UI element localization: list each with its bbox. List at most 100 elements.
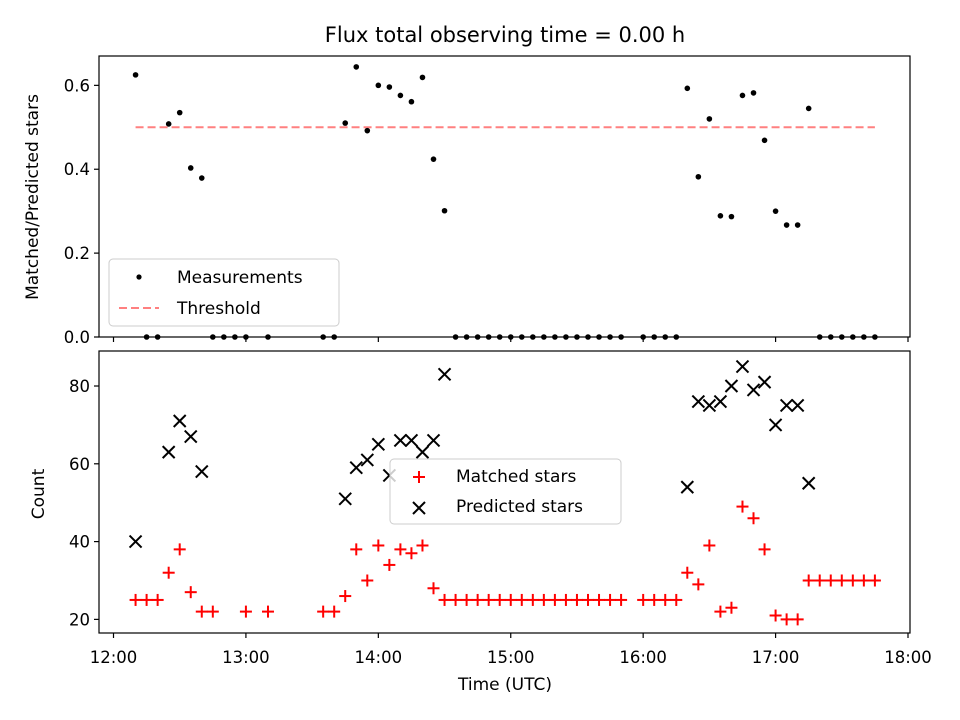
measurement-point	[695, 173, 702, 180]
measurement-point	[805, 105, 812, 112]
measurement-point	[198, 175, 205, 181]
matched-star-point	[659, 593, 672, 606]
measurement-point	[794, 222, 801, 228]
matched-star-point	[604, 593, 617, 606]
matched-star-point	[581, 593, 594, 606]
matched-star-point	[570, 593, 583, 606]
predicted-star-point	[735, 359, 750, 374]
measurement-point	[176, 109, 183, 116]
top-y-tick-label: 0.4	[64, 160, 90, 179]
bottom-x-tick-label: 16:00	[619, 648, 667, 667]
matched-star-point	[548, 593, 561, 606]
matched-star-point	[361, 574, 374, 587]
predicted-star-point	[360, 453, 375, 467]
top-y-tick-label: 0.0	[64, 328, 90, 347]
top-axes-frame	[98, 55, 911, 338]
matched-star-point	[140, 593, 153, 606]
measurement-point	[419, 74, 426, 81]
top-y-tick-label: 0.2	[64, 244, 90, 263]
matched-star-point	[769, 609, 782, 622]
measurement-point	[706, 116, 713, 122]
matched-star-point	[350, 543, 363, 556]
predicted-stars-points	[128, 359, 816, 549]
predicted-star-point	[437, 367, 452, 382]
bottom-x-tick-label: 15:00	[487, 648, 535, 667]
measurement-point	[441, 207, 448, 214]
bottom-x-tick-label: 12:00	[90, 648, 138, 667]
matched-star-point	[537, 593, 550, 606]
matched-star-point	[703, 539, 716, 552]
matched-star-point	[526, 593, 539, 606]
matched-star-point	[559, 593, 572, 606]
measurement-point	[187, 165, 194, 171]
matched-star-point	[471, 593, 484, 606]
matched-star-point	[405, 547, 418, 560]
bottom-x-axis-label: Time (UTC)	[457, 675, 552, 695]
matched-star-point	[637, 593, 650, 606]
matched-star-point	[151, 593, 164, 606]
matched-star-point	[394, 543, 407, 556]
top-y-axis-label: Matched/Predicted stars	[23, 94, 43, 300]
predicted-star-point	[184, 429, 198, 444]
measurement-point	[353, 64, 360, 70]
matched-star-point	[493, 593, 506, 606]
top-chart-title: Flux total observing time = 0.00 h	[325, 23, 685, 47]
matched-star-point	[780, 613, 793, 626]
measurement-point	[739, 92, 746, 99]
predicted-star-point	[801, 476, 816, 490]
predicted-star-point	[713, 394, 728, 409]
matched-star-point	[438, 593, 451, 606]
measurement-point	[397, 92, 404, 99]
matched-star-point	[648, 593, 661, 606]
bottom-y-axis-label: Count	[29, 468, 49, 519]
legend-measurements-label: Measurements	[177, 268, 303, 288]
predicted-star-point	[371, 437, 386, 452]
measurement-point	[772, 208, 779, 214]
measurement-point	[408, 98, 415, 105]
matched-star-point	[791, 613, 804, 626]
matched-star-point	[328, 605, 341, 618]
predicted-star-point	[128, 534, 143, 549]
predicted-star-point	[173, 414, 187, 428]
matched-star-point	[846, 574, 859, 587]
measurement-point	[761, 137, 768, 144]
predicted-star-point	[724, 379, 739, 393]
legend-predicted-label: Predicted stars	[456, 497, 583, 517]
matched-star-point	[162, 566, 175, 579]
bottom-y-tick-label: 80	[69, 377, 90, 396]
matched-star-point	[802, 574, 815, 587]
matched-star-point	[195, 605, 208, 618]
matched-star-point	[339, 590, 352, 603]
predicted-star-point	[691, 394, 706, 409]
legend-predicted-marker	[412, 501, 426, 515]
predicted-star-point	[404, 433, 419, 448]
matched-star-point	[857, 574, 870, 587]
bottom-x-ticks: 12:00 13:00 14:00 15:00 16:00 17:00 18:00	[90, 633, 932, 667]
predicted-star-point	[415, 445, 430, 459]
predicted-star-point	[790, 398, 805, 413]
measurement-point	[684, 85, 691, 92]
bottom-x-tick-label: 13:00	[222, 648, 270, 667]
matched-stars-points	[129, 500, 881, 626]
matched-star-point	[692, 578, 705, 591]
bottom-x-tick-label: 14:00	[355, 648, 403, 667]
matched-star-point	[593, 593, 606, 606]
bottom-y-tick-label: 40	[69, 533, 90, 552]
predicted-star-point	[349, 460, 363, 475]
top-y-ticks: 0.0 0.2 0.4 0.6	[64, 76, 99, 347]
bottom-legend: Matched stars Predicted stars	[389, 458, 622, 525]
predicted-star-point	[195, 464, 209, 479]
measurement-point	[165, 121, 172, 127]
matched-star-point	[427, 582, 440, 595]
bottom-y-ticks: 20 40 60 80	[69, 377, 99, 629]
matched-star-point	[670, 593, 683, 606]
matched-star-point	[261, 605, 274, 618]
legend-matched-label: Matched stars	[456, 467, 576, 487]
matched-star-point	[372, 539, 385, 552]
matched-star-point	[239, 605, 252, 618]
matched-star-point	[835, 574, 848, 587]
legend-threshold-label: Threshold	[176, 299, 261, 319]
bottom-legend-box	[389, 458, 622, 525]
predicted-star-point	[338, 492, 352, 506]
